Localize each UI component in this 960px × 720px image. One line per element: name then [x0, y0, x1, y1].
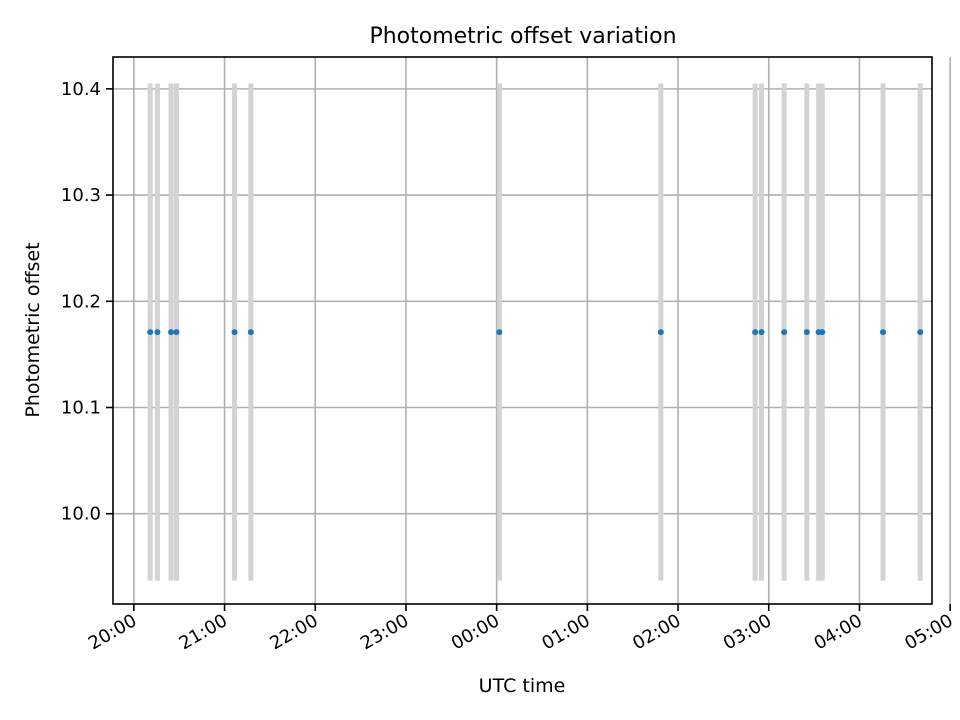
data-point: [752, 329, 759, 336]
x-tick-label: 00:00: [448, 610, 503, 654]
data-point: [231, 329, 238, 336]
y-tick-label: 10.2: [61, 291, 101, 312]
x-tick-label: 20:00: [85, 610, 140, 654]
chart-title: Photometric offset variation: [369, 24, 676, 49]
data-point: [168, 329, 175, 336]
data-point: [173, 329, 180, 336]
data-point: [147, 329, 154, 336]
y-tick-label: 10.4: [61, 79, 101, 100]
y-tick-label: 10.3: [61, 185, 101, 206]
x-tick-label: 01:00: [538, 610, 593, 654]
data-point: [247, 329, 254, 336]
data-point: [917, 329, 924, 336]
y-tick-label: 10.1: [61, 398, 101, 419]
data-point: [803, 329, 810, 336]
x-tick-label: 05:00: [901, 610, 956, 654]
x-tick-label: 04:00: [811, 610, 866, 654]
data-point: [496, 329, 503, 336]
y-axis-ticks: 10.0 10.1 10.2 10.3 10.4: [61, 79, 113, 525]
data-point: [880, 329, 887, 336]
x-tick-label: 02:00: [629, 610, 684, 654]
plot-frame: [112, 56, 933, 605]
y-tick-label: 10.0: [61, 504, 101, 525]
x-tick-label: 22:00: [266, 610, 321, 654]
data-point: [657, 329, 664, 336]
x-tick-label: 03:00: [720, 610, 775, 654]
x-axis-label: UTC time: [479, 675, 566, 697]
x-axis-ticks: 20:00 21:00 22:00 23:00 00:00 01:00 02:00 03:00…: [85, 604, 957, 654]
x-tick-label: 23:00: [357, 610, 412, 654]
data-points: [147, 329, 924, 336]
data-point: [154, 329, 161, 336]
x-tick-label: 21:00: [176, 610, 231, 654]
data-point: [758, 329, 765, 336]
data-point: [781, 329, 788, 336]
data-point: [819, 329, 826, 336]
y-axis-label: Photometric offset: [22, 242, 44, 417]
